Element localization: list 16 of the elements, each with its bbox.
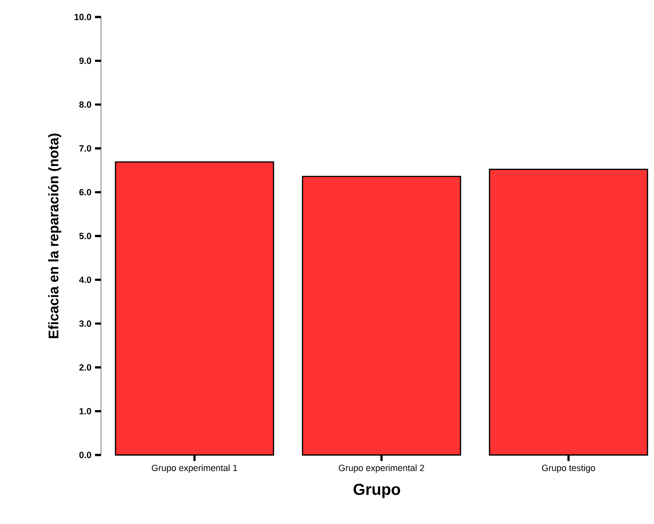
y-tick-label: 6.0	[79, 189, 92, 196]
y-tick-label: 9.0	[79, 58, 92, 64]
y-tick-label: 5.0	[79, 232, 92, 240]
y-tick-label: 8.0	[79, 101, 92, 108]
x-tick-label: Grupo testigo	[542, 464, 596, 473]
y-tick-label: 1.0	[80, 408, 92, 414]
y-tick-label: 4.0	[79, 276, 92, 283]
x-axis-title: Grupo	[354, 484, 400, 498]
y-tick-label: 7.0	[79, 145, 92, 152]
y-tick-label: 3.0	[79, 320, 92, 327]
y-tick-label: 10.0	[74, 14, 92, 20]
x-tick-label: Grupo experimental 2	[338, 464, 424, 473]
y-tick-label: 2.0	[79, 364, 92, 371]
x-tick-label: Grupo experimental 1	[152, 464, 238, 473]
y-axis-title: Eficacia en la reparación (nota)	[48, 134, 62, 338]
y-tick-label: 0.0	[79, 452, 92, 458]
